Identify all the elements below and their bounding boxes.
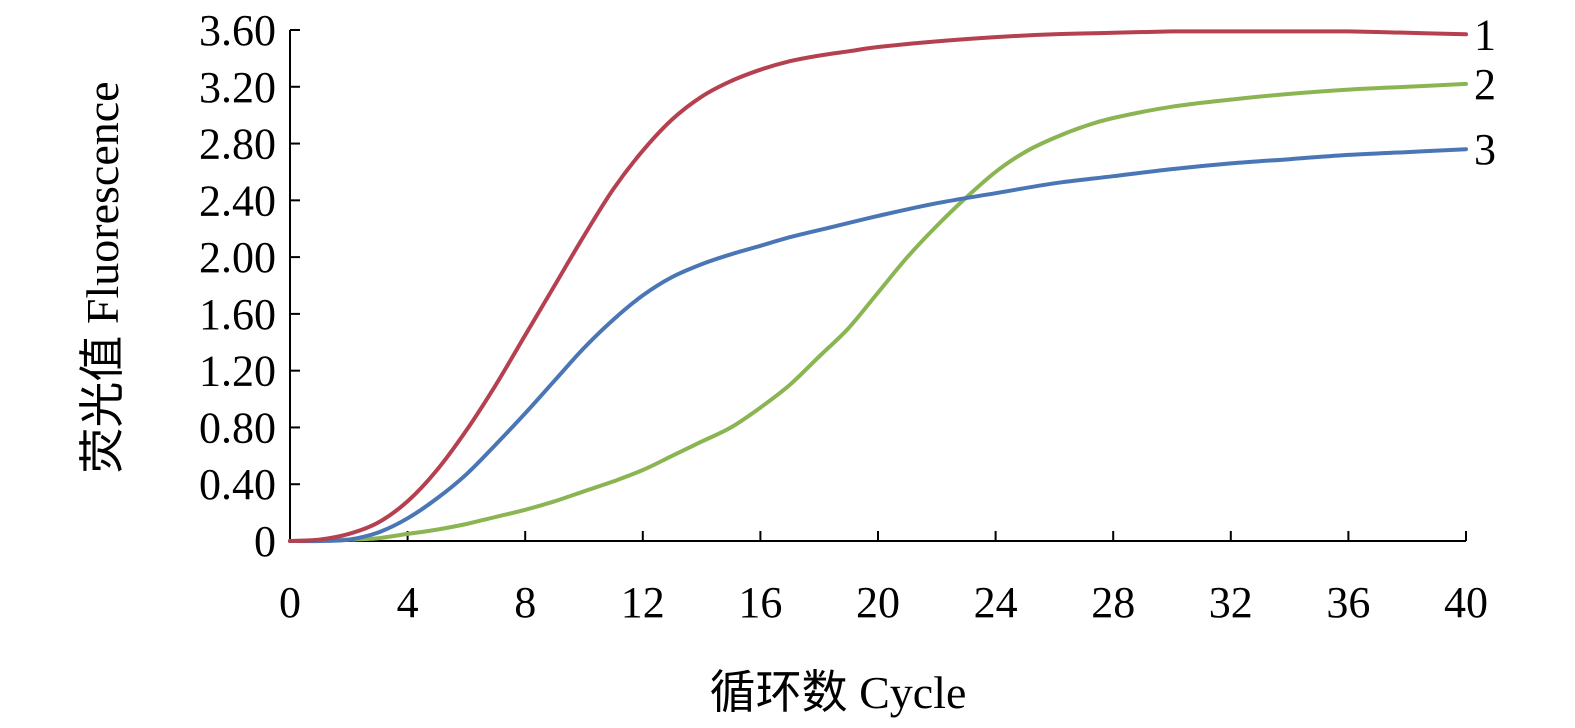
series-line-1: [288, 29, 1468, 543]
x-tick-label: 28: [1091, 578, 1135, 627]
x-tick-label: 12: [621, 578, 665, 627]
series-line-3: [288, 147, 1468, 544]
y-axis-ticks: 0 0.40 0.80 1.20 1.60 2.00 2.40 2.80 3.20 3.60: [199, 6, 300, 566]
y-tick-label: 2.00: [199, 233, 276, 282]
x-axis-ticks: 0 4 8 12 16 20 24 28 32 36 40: [279, 531, 1488, 627]
x-tick-label: 36: [1326, 578, 1370, 627]
series-label-3: 3: [1474, 125, 1496, 174]
series-label-2: 2: [1474, 60, 1496, 109]
series-line-2: [288, 81, 1468, 543]
y-tick-label: 2.80: [199, 120, 276, 169]
x-tick-label: 20: [856, 578, 900, 627]
series-label-1: 1: [1474, 10, 1496, 59]
y-axis-title: 荧光值 Fluorescence: [77, 81, 128, 473]
x-tick-label: 32: [1209, 578, 1253, 627]
series-labels: 12 3: [1474, 10, 1496, 174]
y-tick-label: 0.40: [199, 460, 276, 509]
y-tick-label: 0: [254, 517, 276, 566]
x-tick-label: 8: [514, 578, 536, 627]
x-tick-label: 40: [1444, 578, 1488, 627]
x-tick-label: 24: [974, 578, 1018, 627]
y-tick-label: 1.60: [199, 290, 276, 339]
x-tick-label: 4: [397, 578, 419, 627]
series-lines: [288, 29, 1468, 544]
x-tick-label: 0: [279, 578, 301, 627]
y-tick-label: 1.20: [199, 347, 276, 396]
x-axis-title: 循环数 Cycle: [710, 667, 967, 718]
y-tick-label: 3.60: [199, 6, 276, 55]
x-tick-label: 16: [738, 578, 782, 627]
y-tick-label: 0.80: [199, 403, 276, 452]
y-tick-label: 2.40: [199, 176, 276, 225]
y-tick-label: 3.20: [199, 63, 276, 112]
